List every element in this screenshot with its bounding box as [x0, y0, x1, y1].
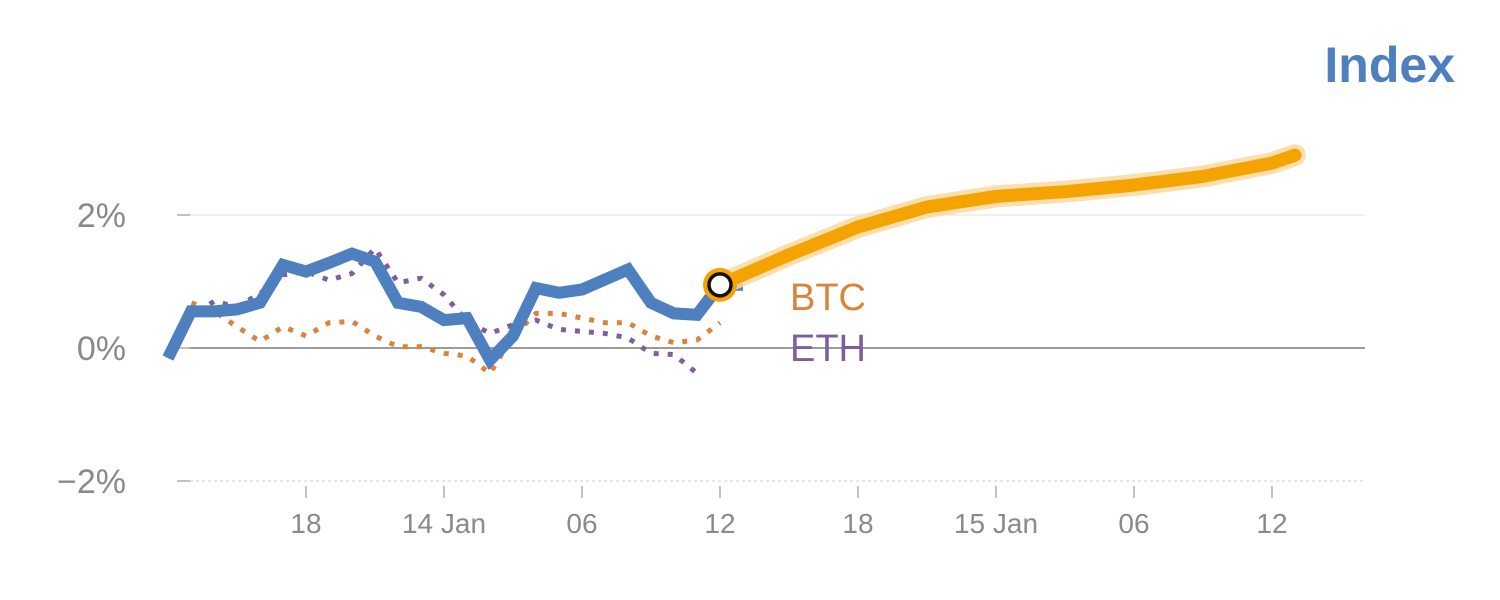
grid-lines [190, 214, 1365, 482]
x-tick-label: 14 Jan [402, 508, 486, 539]
x-tick-label: 06 [1118, 508, 1149, 539]
x-tick-label: 06 [566, 508, 597, 539]
highlight-line [713, 148, 1302, 292]
series-labels: BTC ETH [790, 277, 866, 370]
y-tick-label: 2% [77, 197, 126, 235]
y-tick-label: 0% [77, 330, 126, 368]
series-label-eth: ETH [790, 328, 866, 370]
x-axis-ticks: 18 14 Jan 06 12 18 15 Jan 06 12 [290, 486, 1288, 539]
series-line-solid [162, 247, 743, 371]
series-line-btc [165, 300, 722, 376]
series-label-btc: BTC [790, 277, 866, 319]
series-lines [162, 144, 1306, 376]
chart-title: Index [1324, 37, 1455, 93]
x-tick-label: 18 [842, 508, 873, 539]
y-axis-ticks: 2% 0% −2% [57, 197, 190, 501]
series-line-eth [165, 245, 699, 376]
x-tick-label: 12 [704, 508, 735, 539]
junction-marker-inner [710, 274, 730, 295]
x-tick-label: 18 [290, 508, 321, 539]
x-tick-label: 15 Jan [954, 508, 1038, 539]
y-tick-label: −2% [57, 463, 126, 501]
x-tick-label: 12 [1256, 508, 1287, 539]
junction-marker [707, 272, 733, 298]
